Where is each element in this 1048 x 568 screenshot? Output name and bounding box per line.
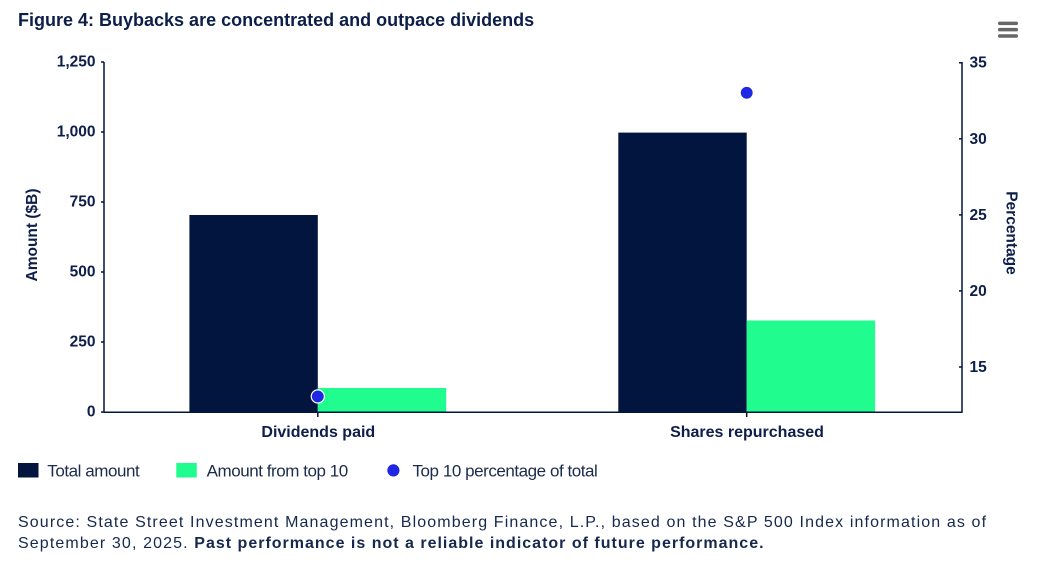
svg-text:250: 250	[70, 334, 96, 351]
svg-text:20: 20	[970, 283, 987, 300]
svg-text:Total amount: Total amount	[47, 462, 140, 481]
svg-text:Dividends paid: Dividends paid	[261, 424, 375, 441]
svg-text:30: 30	[970, 131, 987, 148]
svg-text:1,000: 1,000	[57, 124, 96, 141]
svg-text:35: 35	[970, 55, 988, 72]
svg-text:Amount from top 10: Amount from top 10	[207, 462, 348, 481]
svg-text:1,250: 1,250	[57, 54, 96, 71]
svg-text:Percentage: Percentage	[1003, 191, 1020, 275]
svg-text:15: 15	[970, 359, 988, 376]
svg-text:500: 500	[70, 264, 96, 281]
svg-text:Amount ($B): Amount ($B)	[24, 189, 41, 282]
svg-text:0: 0	[87, 404, 96, 421]
svg-text:750: 750	[70, 194, 96, 211]
svg-text:Shares repurchased: Shares repurchased	[670, 424, 824, 441]
svg-text:Top 10 percentage of total: Top 10 percentage of total	[413, 462, 598, 481]
svg-text:25: 25	[970, 207, 988, 224]
